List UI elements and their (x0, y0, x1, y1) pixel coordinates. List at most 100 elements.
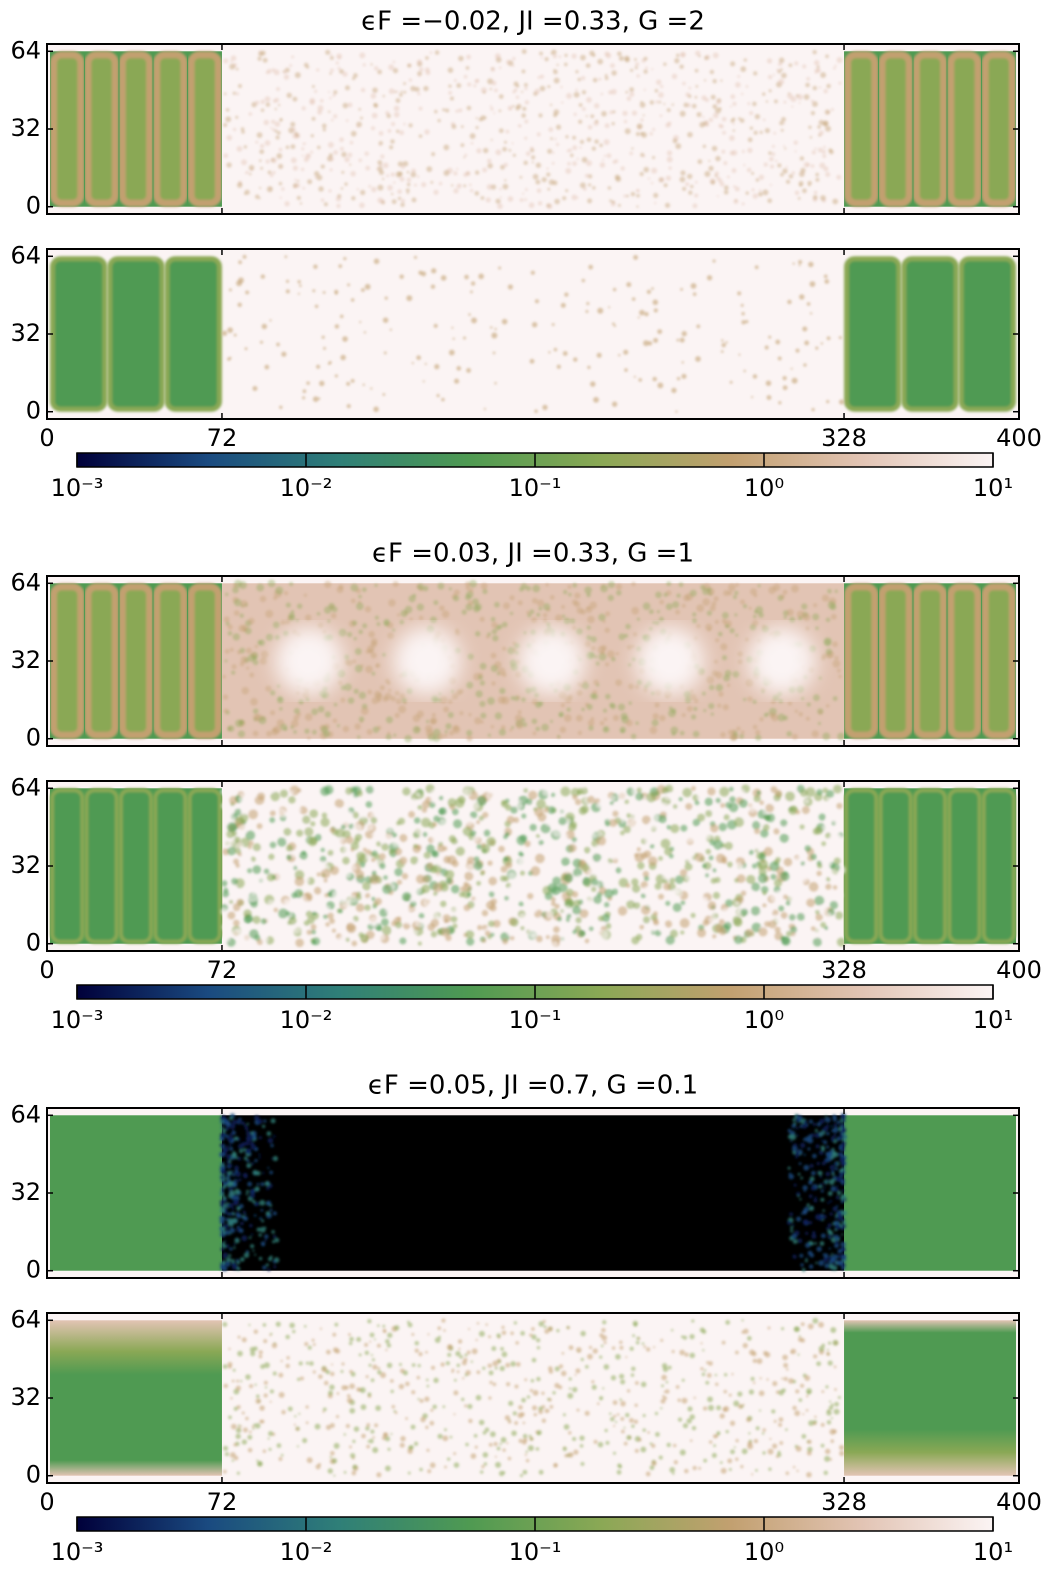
heatmap-cell (231, 671, 235, 675)
heatmap-cell (556, 1329, 559, 1332)
heatmap-stripe (951, 587, 978, 735)
heatmap-cell (486, 635, 490, 639)
heatmap-cell (629, 92, 634, 97)
heatmap-cell (270, 710, 275, 715)
heatmap-cell (522, 722, 527, 727)
heatmap-cell (577, 607, 583, 613)
heatmap-cell (240, 793, 244, 797)
heatmap-cell (233, 1199, 239, 1205)
heatmap-cell (343, 813, 353, 823)
heatmap-cell (727, 1458, 732, 1463)
heatmap-cell (619, 889, 625, 895)
heatmap-cell (600, 585, 608, 593)
heatmap-cell (506, 60, 511, 65)
heatmap-cell (250, 698, 258, 706)
heatmap-cell (716, 100, 721, 105)
heatmap-cell (655, 703, 660, 708)
heatmap-cell (577, 197, 579, 199)
heatmap-cell (830, 1165, 835, 1170)
heatmap-cell (415, 918, 424, 927)
heatmap-cell (813, 1123, 816, 1126)
heatmap-cell (751, 188, 754, 191)
heatmap-cell (747, 696, 753, 702)
heatmap-cell (322, 124, 327, 129)
heatmap-cell (587, 1354, 593, 1360)
heatmap-cell (366, 898, 371, 903)
heatmap-cell (257, 1228, 261, 1232)
heatmap-cell (615, 867, 621, 873)
heatmap-cell (805, 1232, 808, 1235)
heatmap-cell (426, 1379, 429, 1382)
heatmap-cell (463, 184, 466, 187)
heatmap-cell (689, 1334, 694, 1339)
heatmap-cell (289, 790, 294, 795)
heatmap-cell (220, 1247, 224, 1251)
heatmap-cell (520, 176, 523, 179)
heatmap-cell (222, 675, 226, 679)
heatmap-cell (297, 1378, 300, 1381)
heatmap-cell (278, 1373, 283, 1378)
heatmap-cell (781, 936, 790, 945)
heatmap-cell (802, 188, 807, 193)
heatmap-cell (361, 1434, 366, 1439)
heatmap-cell (720, 803, 725, 808)
heatmap-cell (715, 877, 721, 883)
heatmap-cell (234, 610, 240, 616)
heatmap-cell (263, 810, 268, 815)
heatmap-cell (346, 119, 349, 122)
heatmap-cell (387, 114, 391, 118)
heatmap-cell (297, 280, 300, 283)
heatmap-cell (358, 108, 361, 111)
heatmap-cell (748, 1432, 750, 1434)
heatmap-cell (723, 675, 730, 682)
heatmap-cell (652, 377, 656, 381)
heatmap-cell (735, 583, 739, 587)
heatmap-cell (396, 698, 402, 704)
heatmap-cell (337, 1392, 340, 1395)
heatmap-cell (233, 1247, 235, 1249)
heatmap-cell (729, 1394, 732, 1397)
heatmap (47, 1108, 1019, 1278)
heatmap-cell (586, 97, 592, 103)
heatmap-cell (791, 1124, 795, 1128)
heatmap-cell (508, 886, 514, 892)
heatmap-cell (834, 1123, 838, 1127)
heatmap-cell (256, 1147, 259, 1150)
heatmap-cell (819, 676, 822, 679)
heatmap-cell (360, 117, 363, 120)
heatmap-cell (443, 1329, 446, 1332)
heatmap-cell (440, 1362, 444, 1366)
heatmap-cell (648, 177, 650, 179)
heatmap-cell (816, 1246, 821, 1251)
heatmap-cell (645, 66, 648, 69)
heatmap-cell (296, 183, 301, 188)
heatmap-cell (547, 1398, 550, 1401)
heatmap-cell (815, 1129, 818, 1132)
heatmap-cell (286, 289, 290, 293)
heatmap-cell (339, 629, 347, 637)
heatmap-cell (644, 89, 646, 91)
heatmap-cell (325, 711, 331, 717)
heatmap-cell (268, 1257, 272, 1261)
heatmap-cell (526, 586, 531, 591)
heatmap-cell (423, 899, 430, 906)
heatmap-cell (220, 1133, 225, 1138)
heatmap-cell (640, 102, 646, 108)
heatmap-cell (390, 1390, 393, 1393)
heatmap-cell (467, 654, 473, 660)
heatmap-cell (563, 590, 567, 594)
heatmap-cell (243, 255, 247, 259)
heatmap (47, 576, 1019, 746)
heatmap-cell (816, 789, 822, 795)
heatmap-cell (803, 363, 806, 366)
heatmap-cell (666, 825, 671, 830)
heatmap-cell (276, 87, 280, 91)
heatmap-cell (678, 1418, 682, 1422)
heatmap-cell (735, 82, 741, 88)
heatmap-cell (730, 94, 735, 99)
heatmap-cell (278, 909, 288, 919)
heatmap-cell (307, 736, 310, 739)
heatmap-cell (690, 185, 693, 188)
heatmap-cell (675, 411, 677, 413)
heatmap-cell (800, 789, 808, 797)
